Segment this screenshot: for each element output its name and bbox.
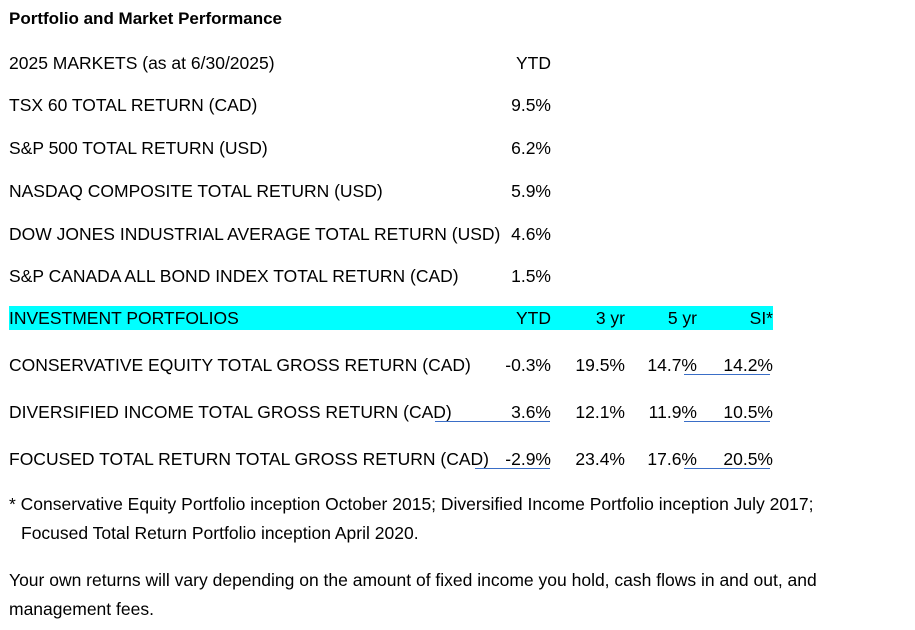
footnote: * Conservative Equity Portfolio inceptio… — [9, 490, 909, 548]
cell-underline — [435, 421, 550, 422]
market-label: S&P CANADA ALL BOND INDEX TOTAL RETURN (… — [9, 266, 459, 286]
portfolio-5yr: 17.6% — [647, 449, 697, 469]
cell-underline — [684, 374, 770, 375]
portfolios-header-ytd: YTD — [516, 308, 551, 328]
portfolio-si: 20.5% — [723, 449, 773, 469]
page-title: Portfolio and Market Performance — [9, 9, 283, 28]
portfolios-header-label: INVESTMENT PORTFOLIOS — [9, 308, 239, 328]
portfolios-header-3yr: 3 yr — [595, 308, 625, 328]
table-row: DOW JONES INDUSTRIAL AVERAGE TOTAL RETUR… — [9, 222, 773, 246]
cell-underline — [684, 468, 770, 469]
table-row: TSX 60 TOTAL RETURN (CAD) 9.5% — [9, 93, 773, 117]
portfolio-label: CONSERVATIVE EQUITY TOTAL GROSS RETURN (… — [9, 355, 471, 375]
portfolio-si: 14.2% — [723, 355, 773, 375]
markets-header-ytd: YTD — [516, 53, 551, 73]
portfolios-header-si: SI* — [749, 308, 773, 328]
disclaimer: Your own returns will vary depending on … — [9, 566, 909, 624]
table-row: S&P 500 TOTAL RETURN (USD) 6.2% — [9, 136, 773, 160]
market-ytd: 6.2% — [511, 138, 551, 158]
table-row: FOCUSED TOTAL RETURN TOTAL GROSS RETURN … — [9, 447, 773, 471]
markets-header-label: 2025 MARKETS (as at 6/30/2025) — [9, 53, 275, 73]
portfolio-si: 10.5% — [723, 402, 773, 422]
table-row: CONSERVATIVE EQUITY TOTAL GROSS RETURN (… — [9, 353, 773, 377]
portfolio-ytd: 3.6% — [511, 402, 551, 422]
market-ytd: 1.5% — [511, 266, 551, 286]
market-ytd: 5.9% — [511, 181, 551, 201]
portfolio-3yr: 23.4% — [575, 449, 625, 469]
market-label: NASDAQ COMPOSITE TOTAL RETURN (USD) — [9, 181, 383, 201]
table-row: S&P CANADA ALL BOND INDEX TOTAL RETURN (… — [9, 264, 773, 288]
portfolios-header-row: INVESTMENT PORTFOLIOS YTD 3 yr 5 yr SI* — [9, 306, 773, 330]
portfolio-5yr: 11.9% — [648, 402, 697, 422]
portfolio-label: FOCUSED TOTAL RETURN TOTAL GROSS RETURN … — [9, 449, 490, 469]
portfolio-5yr: 14.7% — [647, 355, 697, 375]
portfolio-3yr: 19.5% — [575, 355, 625, 375]
cell-underline — [684, 421, 770, 422]
market-label: S&P 500 TOTAL RETURN (USD) — [9, 138, 268, 158]
portfolio-label: DIVERSIFIED INCOME TOTAL GROSS RETURN (C… — [9, 402, 452, 422]
market-ytd: 4.6% — [511, 224, 551, 244]
cell-underline — [475, 468, 550, 469]
table-row: NASDAQ COMPOSITE TOTAL RETURN (USD) 5.9% — [9, 179, 773, 203]
portfolio-ytd: -2.9% — [505, 449, 551, 469]
portfolio-3yr: 12.1% — [575, 402, 625, 422]
markets-header-row: 2025 MARKETS (as at 6/30/2025) YTD — [9, 51, 773, 75]
disclaimer-line: Your own returns will vary depending on … — [9, 570, 817, 590]
footnote-line: * Conservative Equity Portfolio inceptio… — [9, 494, 814, 514]
portfolio-ytd: -0.3% — [505, 355, 551, 375]
footnote-line: Focused Total Return Portfolio inception… — [21, 523, 419, 543]
market-label: TSX 60 TOTAL RETURN (CAD) — [9, 95, 258, 115]
disclaimer-line: management fees. — [9, 599, 154, 619]
table-row: DIVERSIFIED INCOME TOTAL GROSS RETURN (C… — [9, 400, 773, 424]
market-ytd: 9.5% — [511, 95, 551, 115]
market-label: DOW JONES INDUSTRIAL AVERAGE TOTAL RETUR… — [9, 224, 501, 244]
portfolios-header-5yr: 5 yr — [667, 308, 697, 328]
